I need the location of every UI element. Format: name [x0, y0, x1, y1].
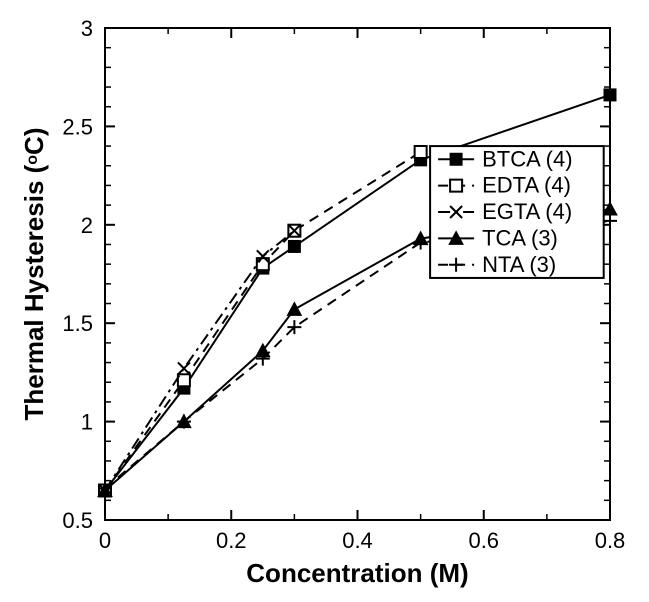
y-tick-label: 2.5	[62, 114, 93, 139]
y-tick-label: 3	[81, 16, 93, 41]
x-tick-label: 0	[99, 528, 111, 553]
legend-label-nta: NTA (3)	[482, 252, 556, 277]
chart-container: 0 0.2 0.4 0.6 0.8 0.5 1 1.5 2 2.5 3 Concentration (…	[0, 0, 649, 602]
x-axis-title: Concentration (M)	[246, 558, 468, 588]
legend-label-egta: EGTA (4)	[482, 199, 572, 224]
y-tick-label: 1	[81, 410, 93, 435]
legend-label-edta: EDTA (4)	[482, 173, 571, 198]
legend: BTCA (4)EDTA (4)EGTA (4)TCA (3)NTA (3)	[430, 146, 604, 278]
y-tick-label: 0.5	[62, 508, 93, 533]
thermal-hysteresis-chart: 0 0.2 0.4 0.6 0.8 0.5 1 1.5 2 2.5 3 Concentration (…	[0, 0, 649, 602]
legend-label-tca: TCA (3)	[482, 225, 558, 250]
x-tick-label: 0.4	[342, 528, 373, 553]
x-tick-label: 0.8	[595, 528, 626, 553]
x-tick-label: 0.2	[216, 528, 247, 553]
chart-background	[0, 0, 649, 602]
legend-label-btca: BTCA (4)	[482, 146, 572, 171]
y-tick-label: 1.5	[62, 311, 93, 336]
y-axis-title: Thermal Hysteresis (oC)	[19, 127, 49, 420]
x-tick-label: 0.6	[468, 528, 499, 553]
y-tick-label: 2	[81, 213, 93, 238]
